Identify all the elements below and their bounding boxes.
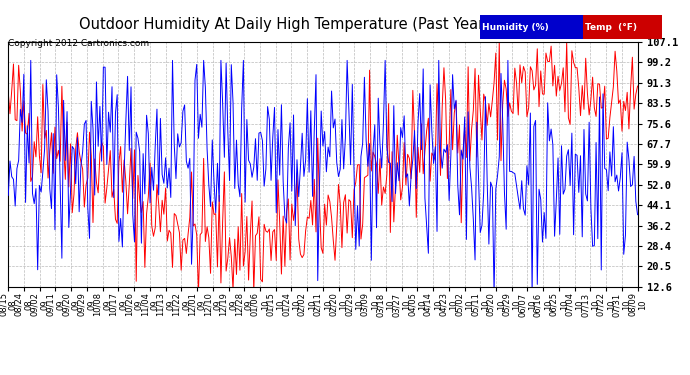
Text: Outdoor Humidity At Daily High Temperature (Past Year) 20120815: Outdoor Humidity At Daily High Temperatu… xyxy=(79,17,569,32)
Text: Humidity (%): Humidity (%) xyxy=(482,22,549,32)
Text: Temp  (°F): Temp (°F) xyxy=(585,22,637,32)
Text: Copyright 2012 Cartronics.com: Copyright 2012 Cartronics.com xyxy=(8,39,150,48)
